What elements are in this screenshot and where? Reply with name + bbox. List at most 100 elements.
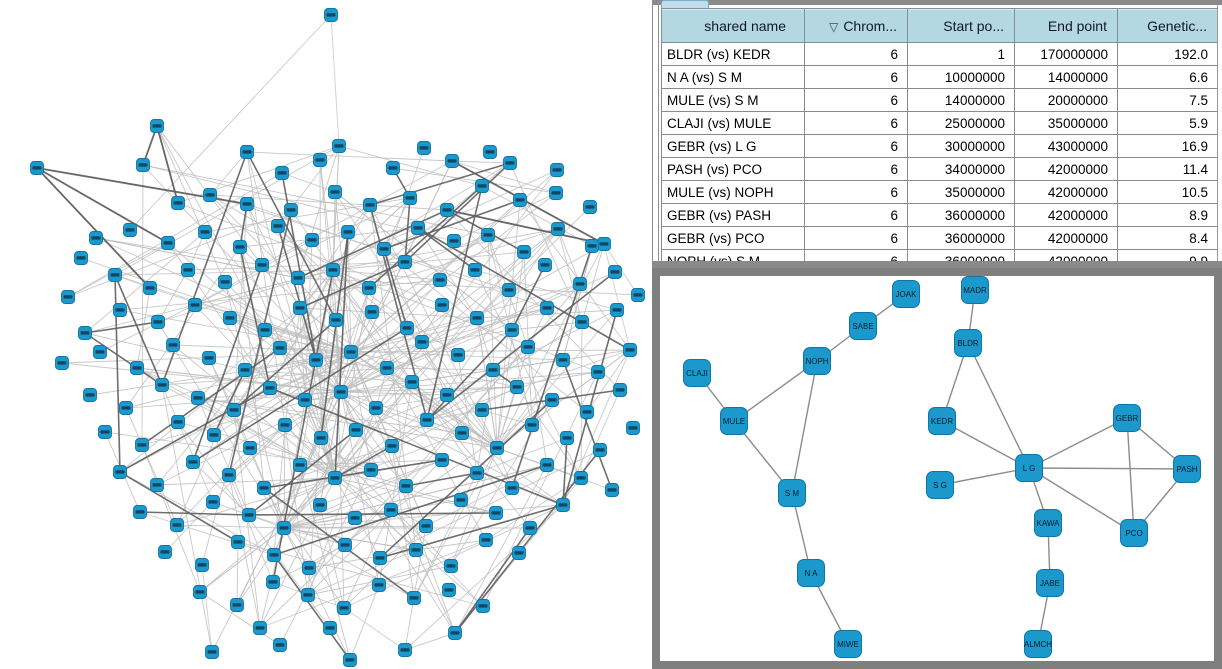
cell-value[interactable]: 6 — [804, 65, 908, 89]
cell-shared-name[interactable]: PASH (vs) PCO — [661, 157, 805, 181]
column-header-shared-name[interactable]: shared name — [661, 8, 805, 43]
cell-value[interactable]: 11.4 — [1117, 157, 1218, 181]
cell-value[interactable]: 43000000 — [1014, 134, 1118, 158]
subnetwork-node-NOPH[interactable] — [803, 347, 831, 375]
table-row[interactable]: MULE (vs) S M 6 14000000 20000000 7.5 — [661, 88, 1218, 112]
column-header-genetic[interactable]: Genetic... — [1117, 8, 1218, 43]
table-row[interactable]: BLDR (vs) KEDR 6 1 170000000 192.0 — [661, 42, 1218, 66]
cell-value[interactable]: 10.5 — [1117, 180, 1218, 204]
table-row[interactable]: CLAJI (vs) MULE 6 25000000 35000000 5.9 — [661, 111, 1218, 135]
cell-value[interactable]: 16.9 — [1117, 134, 1218, 158]
cell-value[interactable]: 6 — [804, 226, 908, 250]
cell-value[interactable]: 36000000 — [907, 203, 1015, 227]
network-node-label — [95, 350, 105, 354]
cell-shared-name[interactable]: GEBR (vs) PASH — [661, 203, 805, 227]
subnetwork-node-L-G[interactable] — [1015, 454, 1043, 482]
filter-icon[interactable]: ▽ — [829, 19, 839, 34]
subnetwork-node-PASH[interactable] — [1173, 455, 1201, 483]
subnetwork-node-SABE[interactable] — [849, 312, 877, 340]
column-header-start-point[interactable]: Start po... — [907, 8, 1015, 43]
subnetwork-canvas[interactable]: JOAK SABE NOPH CLAJI MULE S M N A MIWE MADR BLDR K… — [660, 276, 1214, 661]
cell-value[interactable]: 6 — [804, 42, 908, 66]
cell-shared-name[interactable]: N A (vs) S M — [661, 65, 805, 89]
table-row[interactable]: N A (vs) S M 6 10000000 14000000 6.6 — [661, 65, 1218, 89]
column-header-end-point[interactable]: End point — [1014, 8, 1118, 43]
subnetwork-node-PCO[interactable] — [1120, 519, 1148, 547]
cell-shared-name[interactable]: MULE (vs) S M — [661, 88, 805, 112]
subnetwork-node-KAWA[interactable] — [1034, 509, 1062, 537]
network-node-label — [553, 227, 563, 231]
cell-shared-name[interactable]: BLDR (vs) KEDR — [661, 42, 805, 66]
table-tab[interactable] — [661, 0, 709, 8]
network-edge — [350, 307, 548, 353]
cell-value[interactable]: 170000000 — [1014, 42, 1118, 66]
main-network-panel[interactable] — [0, 0, 653, 669]
network-edge — [368, 228, 559, 289]
subnetwork-node-GEBR[interactable] — [1113, 404, 1141, 432]
cell-value[interactable]: 34000000 — [907, 157, 1015, 181]
cell-value[interactable]: 192.0 — [1117, 42, 1218, 66]
table-row[interactable]: GEBR (vs) PASH 6 36000000 42000000 8.9 — [661, 203, 1218, 227]
cell-value[interactable]: 8.9 — [1117, 203, 1218, 227]
subnetwork-node-S-M[interactable] — [778, 479, 806, 507]
subnetwork-node-JABE[interactable] — [1036, 569, 1064, 597]
cell-shared-name[interactable]: CLAJI (vs) MULE — [661, 111, 805, 135]
subnetwork-node-S-G[interactable] — [926, 471, 954, 499]
cell-value[interactable]: 14000000 — [1014, 65, 1118, 89]
network-edge — [197, 397, 250, 516]
cell-value[interactable]: 1 — [907, 42, 1015, 66]
subnetwork-node-N-A[interactable] — [797, 559, 825, 587]
table-row[interactable]: GEBR (vs) PCO 6 36000000 42000000 8.4 — [661, 226, 1218, 250]
main-network-canvas[interactable] — [0, 0, 653, 669]
network-edge — [516, 386, 582, 479]
cell-value[interactable]: 6.6 — [1117, 65, 1218, 89]
cell-value[interactable]: 8.4 — [1117, 226, 1218, 250]
table-scrollbar-track[interactable] — [1217, 5, 1222, 261]
table-row[interactable]: PASH (vs) PCO 6 34000000 42000000 11.4 — [661, 157, 1218, 181]
subnetwork-node-BLDR[interactable] — [954, 329, 982, 357]
table-row[interactable]: GEBR (vs) L G 6 30000000 43000000 16.9 — [661, 134, 1218, 158]
network-node-label — [115, 470, 125, 474]
cell-value[interactable]: 20000000 — [1014, 88, 1118, 112]
cell-value[interactable]: 6 — [804, 134, 908, 158]
cell-value[interactable]: 6 — [804, 157, 908, 181]
subnetwork-node-ALMCH[interactable] — [1024, 630, 1052, 658]
cell-value[interactable]: 42000000 — [1014, 180, 1118, 204]
cell-value[interactable]: 5.9 — [1117, 111, 1218, 135]
cell-value[interactable]: 10000000 — [907, 65, 1015, 89]
cell-value[interactable]: 6 — [804, 180, 908, 204]
subnetwork-node-JOAK[interactable] — [892, 280, 920, 308]
cell-value[interactable]: 14000000 — [907, 88, 1015, 112]
subnetwork-panel[interactable]: JOAK SABE NOPH CLAJI MULE S M N A MIWE MADR BLDR K… — [652, 268, 1222, 669]
network-edge — [129, 14, 332, 231]
cell-value[interactable]: 6 — [804, 111, 908, 135]
network-node-label — [552, 168, 562, 172]
network-edge — [481, 185, 593, 247]
subnetwork-node-KEDR[interactable] — [928, 407, 956, 435]
table-row[interactable]: MULE (vs) NOPH 6 35000000 42000000 10.5 — [661, 180, 1218, 204]
network-node-label — [138, 163, 148, 167]
cell-value[interactable]: 35000000 — [1014, 111, 1118, 135]
cell-value[interactable]: 42000000 — [1014, 226, 1118, 250]
cell-value[interactable]: 36000000 — [907, 226, 1015, 250]
column-header-chromosome[interactable]: ▽ Chrom... — [804, 8, 908, 43]
cell-value[interactable]: 42000000 — [1014, 203, 1118, 227]
subnetwork-node-MULE[interactable] — [720, 407, 748, 435]
cell-value[interactable]: 7.5 — [1117, 88, 1218, 112]
cell-value[interactable]: 25000000 — [907, 111, 1015, 135]
cell-shared-name[interactable]: GEBR (vs) PCO — [661, 226, 805, 250]
cell-value[interactable]: 35000000 — [907, 180, 1015, 204]
cell-shared-name[interactable]: MULE (vs) NOPH — [661, 180, 805, 204]
network-edge — [161, 384, 213, 653]
subnetwork-node-MIWE[interactable] — [834, 630, 862, 658]
cell-value[interactable]: 42000000 — [1014, 157, 1118, 181]
network-node-label — [340, 543, 350, 547]
cell-value[interactable]: 6 — [804, 88, 908, 112]
subnetwork-node-CLAJI[interactable] — [683, 359, 711, 387]
cell-value[interactable]: 30000000 — [907, 134, 1015, 158]
network-node-label — [593, 370, 603, 374]
cell-value[interactable]: 6 — [804, 203, 908, 227]
network-edge — [390, 509, 484, 607]
cell-shared-name[interactable]: GEBR (vs) L G — [661, 134, 805, 158]
subnetwork-node-MADR[interactable] — [961, 276, 989, 304]
